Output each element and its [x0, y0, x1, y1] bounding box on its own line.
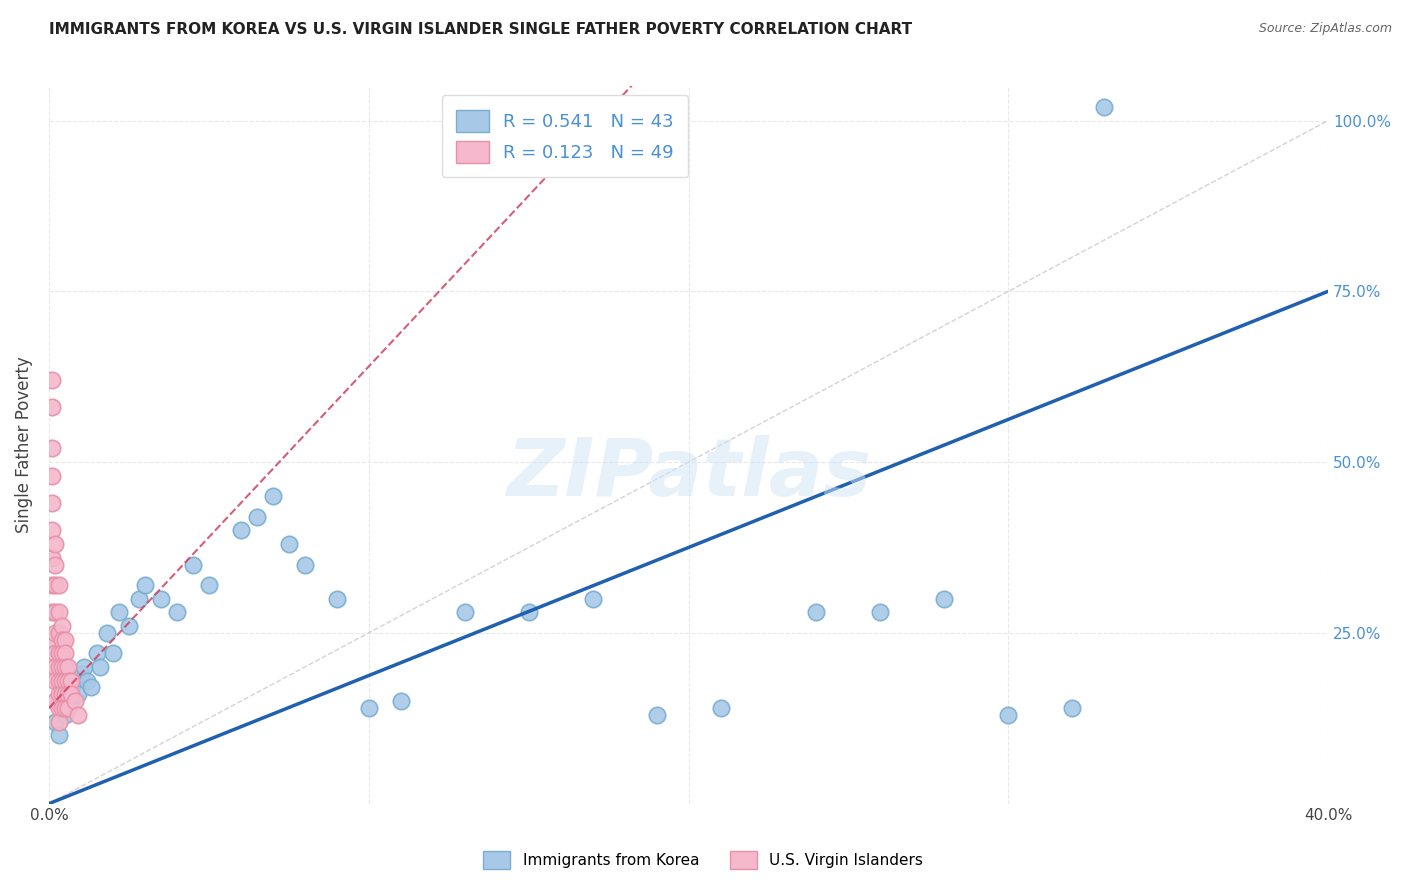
Point — [70, 666, 93, 681]
Point — [869, 605, 891, 619]
Point — [51, 687, 73, 701]
Point — [41, 632, 63, 647]
Point — [51, 646, 73, 660]
Point — [44, 625, 66, 640]
Point — [44, 578, 66, 592]
Point — [56, 687, 79, 701]
Point — [96, 625, 118, 640]
Point — [294, 558, 316, 572]
Point — [181, 558, 204, 572]
Point — [357, 701, 380, 715]
Point — [63, 694, 86, 708]
Point — [41, 401, 63, 415]
Point — [1092, 100, 1115, 114]
Point — [76, 673, 98, 688]
Text: ZIPatlas: ZIPatlas — [506, 434, 872, 513]
Point — [44, 558, 66, 572]
Point — [806, 605, 828, 619]
Point — [48, 714, 70, 729]
Point — [79, 681, 101, 695]
Point — [89, 660, 111, 674]
Point — [51, 619, 73, 633]
Point — [108, 605, 131, 619]
Point — [53, 673, 76, 688]
Point — [166, 605, 188, 619]
Point — [118, 619, 141, 633]
Point — [44, 605, 66, 619]
Point — [1062, 701, 1084, 715]
Point — [134, 578, 156, 592]
Point — [51, 673, 73, 688]
Point — [53, 660, 76, 674]
Point — [997, 707, 1019, 722]
Point — [128, 591, 150, 606]
Point — [53, 707, 76, 722]
Point — [41, 550, 63, 565]
Point — [41, 496, 63, 510]
Point — [709, 701, 731, 715]
Point — [66, 687, 89, 701]
Point — [48, 605, 70, 619]
Point — [51, 660, 73, 674]
Point — [44, 714, 66, 729]
Point — [51, 694, 73, 708]
Point — [101, 646, 124, 660]
Point — [73, 660, 96, 674]
Point — [44, 537, 66, 551]
Point — [41, 373, 63, 387]
Point — [44, 694, 66, 708]
Point — [63, 673, 86, 688]
Point — [56, 701, 79, 715]
Point — [229, 524, 252, 538]
Point — [51, 632, 73, 647]
Point — [56, 681, 79, 695]
Point — [48, 646, 70, 660]
Point — [581, 591, 603, 606]
Point — [86, 646, 108, 660]
Point — [56, 673, 79, 688]
Point — [51, 701, 73, 715]
Point — [53, 646, 76, 660]
Point — [48, 687, 70, 701]
Point — [60, 687, 83, 701]
Point — [454, 605, 477, 619]
Point — [56, 660, 79, 674]
Point — [48, 673, 70, 688]
Point — [326, 591, 349, 606]
Point — [262, 489, 284, 503]
Point — [41, 578, 63, 592]
Legend: Immigrants from Korea, U.S. Virgin Islanders: Immigrants from Korea, U.S. Virgin Islan… — [477, 845, 929, 875]
Point — [48, 660, 70, 674]
Point — [53, 632, 76, 647]
Point — [48, 578, 70, 592]
Point — [246, 509, 269, 524]
Point — [149, 591, 172, 606]
Point — [517, 605, 540, 619]
Point — [389, 694, 412, 708]
Text: Source: ZipAtlas.com: Source: ZipAtlas.com — [1258, 22, 1392, 36]
Point — [53, 687, 76, 701]
Text: IMMIGRANTS FROM KOREA VS U.S. VIRGIN ISLANDER SINGLE FATHER POVERTY CORRELATION : IMMIGRANTS FROM KOREA VS U.S. VIRGIN ISL… — [49, 22, 912, 37]
Point — [277, 537, 299, 551]
Point — [41, 605, 63, 619]
Point — [41, 524, 63, 538]
Point — [48, 728, 70, 742]
Point — [60, 694, 83, 708]
Point — [198, 578, 221, 592]
Point — [645, 707, 668, 722]
Point — [66, 707, 89, 722]
Point — [48, 625, 70, 640]
Point — [53, 701, 76, 715]
Point — [41, 442, 63, 456]
Point — [934, 591, 956, 606]
Legend: R = 0.541   N = 43, R = 0.123   N = 49: R = 0.541 N = 43, R = 0.123 N = 49 — [441, 95, 688, 178]
Point — [44, 673, 66, 688]
Y-axis label: Single Father Poverty: Single Father Poverty — [15, 357, 32, 533]
Point — [44, 646, 66, 660]
Point — [44, 660, 66, 674]
Point — [48, 701, 70, 715]
Point — [41, 468, 63, 483]
Point — [60, 673, 83, 688]
